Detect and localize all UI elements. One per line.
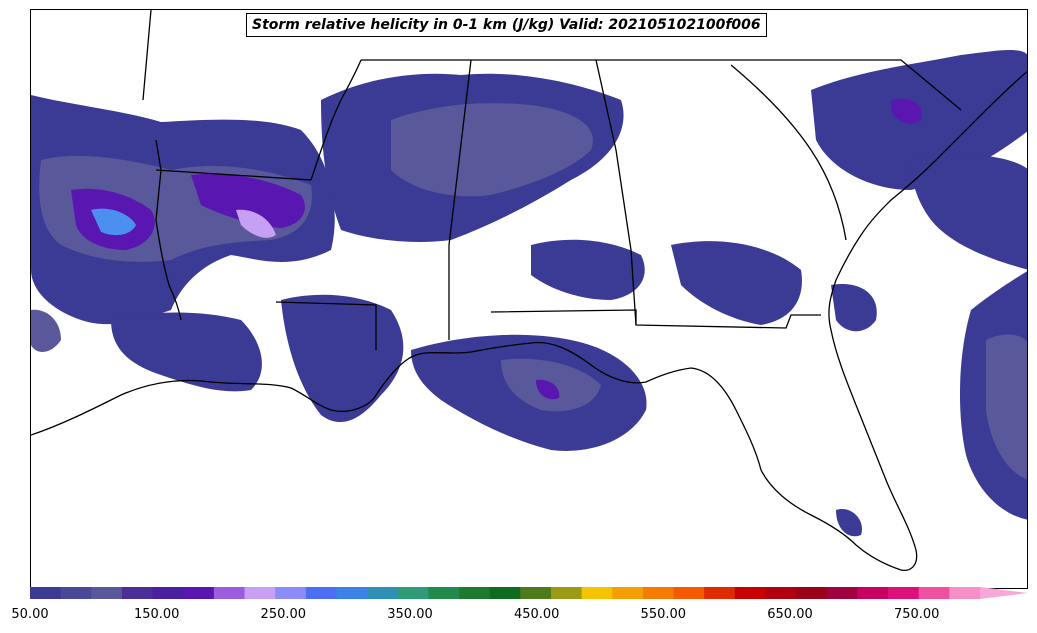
colorbar: [30, 587, 1028, 599]
colorbar-tick-label: 750.00: [893, 607, 940, 622]
colorbar-cell: [336, 587, 368, 599]
colorbar-cell: [765, 587, 797, 599]
shade-region-la: [281, 294, 404, 423]
colorbar-cell: [428, 587, 460, 599]
shade-region-west-peak: [91, 208, 136, 236]
border-fl-ga: [490, 309, 821, 329]
colorbar-cell: [367, 587, 399, 599]
colorbar-cell: [857, 587, 889, 599]
colorbar-cell: [581, 587, 613, 599]
colorbar-cell: [949, 587, 981, 599]
colorbar-tick-label: 650.00: [767, 607, 813, 622]
map-title: Storm relative helicity in 0-1 km (J/kg)…: [246, 13, 767, 37]
border-la-ms: [275, 301, 377, 350]
colorbar-tick-label: 150.00: [133, 607, 180, 622]
border-al-ga: [595, 59, 637, 326]
colorbar-extend-triangle: [980, 587, 1028, 599]
colorbar-cell: [612, 587, 644, 599]
map-boundaries: [31, 10, 1027, 571]
border-ms-al: [448, 59, 472, 340]
map-panel: [30, 9, 1028, 589]
colorbar-cell: [550, 587, 583, 599]
colorbar-cell: [673, 587, 705, 599]
colorbar-cell: [826, 587, 858, 599]
shade-region-gulf-high: [536, 379, 560, 400]
colorbar-cell: [244, 587, 276, 599]
shade-region-central-mid: [391, 103, 593, 197]
helicity-map: [31, 10, 1027, 571]
colorbar-tick-label: 50.00: [11, 607, 49, 622]
helicity-shading: [31, 50, 1027, 537]
border-left-state: [142, 10, 152, 101]
colorbar-cell: [213, 587, 246, 599]
colorbar-tick-label: 250.00: [260, 607, 307, 622]
border-ms-river: [310, 59, 362, 181]
shade-region-carolina-high: [891, 98, 922, 124]
colorbar-cell: [796, 587, 828, 599]
shade-region-atlantic-south-mid: [986, 334, 1027, 480]
colorbar-cell: [704, 587, 736, 599]
border-tn-ms: [361, 59, 962, 111]
colorbar-cells: [30, 587, 981, 599]
colorbar-cell: [60, 587, 92, 599]
colorbar-tick-label: 450.00: [513, 607, 560, 622]
colorbar-cell: [183, 587, 215, 599]
colorbar-cell: [275, 587, 307, 599]
shade-region-ark-peak: [236, 209, 276, 238]
border-ar-la: [155, 139, 182, 321]
colorbar-cell: [152, 587, 184, 599]
coastline: [31, 70, 1027, 571]
shade-region-ark-high: [191, 173, 305, 228]
shade-region-ga-east: [671, 241, 802, 325]
colorbar-cell: [459, 587, 491, 599]
colorbar-cell: [918, 587, 950, 599]
border-ga-sc: [730, 64, 847, 241]
shade-region-west-small: [31, 309, 61, 352]
colorbar-cell: [397, 587, 429, 599]
shade-region-fl-south: [836, 509, 862, 537]
border-ok-ar-top: [155, 169, 312, 181]
colorbar-cell: [30, 587, 62, 599]
colorbar-cell: [91, 587, 123, 599]
shade-region-ga: [531, 239, 645, 300]
colorbar-cell: [520, 587, 552, 599]
colorbar-cell: [734, 587, 766, 599]
colorbar-cell: [489, 587, 521, 599]
shade-region-gulf-west: [111, 312, 262, 392]
shade-region-fl: [831, 284, 877, 332]
colorbar-tick-label: 550.00: [640, 607, 687, 622]
colorbar-cell: [121, 587, 154, 599]
colorbar-tick-label: 350.00: [387, 607, 433, 622]
colorbar-cell: [305, 587, 337, 599]
colorbar-cell: [888, 587, 920, 599]
colorbar-cell: [642, 587, 675, 599]
shade-region-atlantic: [911, 154, 1027, 270]
